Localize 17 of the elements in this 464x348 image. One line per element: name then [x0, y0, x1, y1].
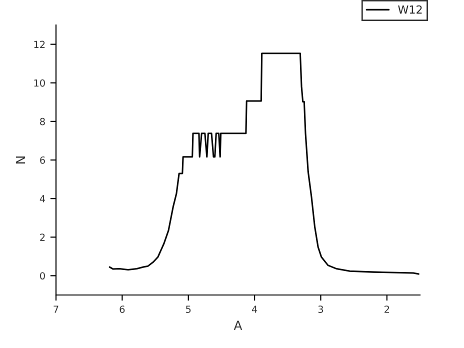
y-tick-label: 4: [40, 195, 46, 202]
line-series: [108, 52, 420, 275]
x-tick-label: 7: [54, 306, 58, 313]
y-tick-label: 10: [34, 79, 45, 87]
x-tick-label: 2: [384, 306, 390, 313]
y-tick-label: 8: [40, 118, 45, 126]
x-tick-label: 5: [186, 306, 191, 313]
x-tick-label: 6: [120, 306, 125, 313]
y-axis-title: N: [16, 156, 26, 164]
x-tick-label: 4: [252, 306, 258, 313]
y-tick-label: 12: [34, 40, 45, 48]
y-tick-label: 6: [40, 156, 45, 164]
y-tick-label: 2: [40, 234, 45, 241]
x-tick-label: 3: [318, 306, 324, 313]
x-axis-title: A: [234, 320, 242, 330]
legend-label: W12: [398, 5, 422, 14]
y-tick-label: 0: [40, 272, 45, 280]
